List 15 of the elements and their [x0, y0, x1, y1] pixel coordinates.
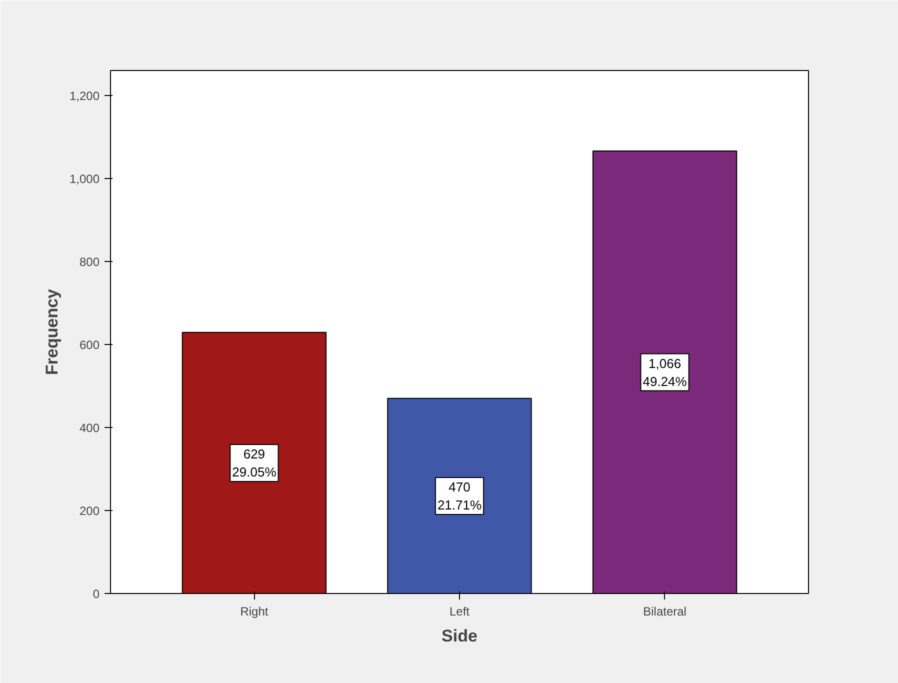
y-axis-title: Frequency [42, 288, 62, 375]
y-tick-label: 200 [79, 504, 100, 518]
y-tick-label: 600 [79, 338, 100, 352]
y-tick-label: 400 [79, 420, 100, 435]
data-label: 470 21.71% [437, 479, 482, 512]
y-tick-label: 1,200 [69, 88, 100, 103]
y-tick-label: 0 [92, 587, 100, 601]
x-axis-title: Side [442, 626, 478, 646]
x-tick-label: Left [449, 604, 470, 618]
x-tick-label: Right [240, 604, 269, 618]
data-label: 1,066 49.24% [642, 356, 688, 389]
y-tick-label: 800 [79, 254, 100, 269]
x-tick-label: Bilateral [643, 604, 686, 618]
y-tick-label: 1,000 [69, 172, 100, 186]
data-label: 629 29.05% [232, 446, 277, 480]
